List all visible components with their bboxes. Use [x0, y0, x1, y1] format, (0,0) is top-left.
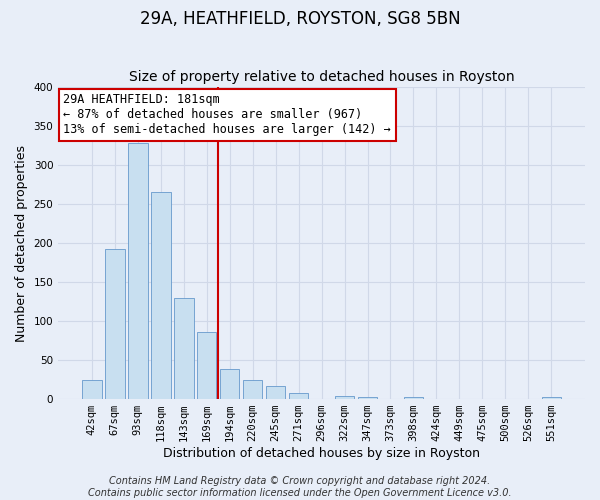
Bar: [243, 380, 262, 399]
X-axis label: Distribution of detached houses by size in Royston: Distribution of detached houses by size …: [163, 447, 480, 460]
Bar: [404, 396, 423, 399]
Bar: [358, 396, 377, 399]
Title: Size of property relative to detached houses in Royston: Size of property relative to detached ho…: [129, 70, 514, 85]
Text: Contains HM Land Registry data © Crown copyright and database right 2024.
Contai: Contains HM Land Registry data © Crown c…: [88, 476, 512, 498]
Bar: [220, 370, 239, 399]
Bar: [335, 396, 355, 399]
Bar: [128, 143, 148, 399]
Bar: [151, 192, 170, 399]
Text: 29A HEATHFIELD: 181sqm
← 87% of detached houses are smaller (967)
13% of semi-de: 29A HEATHFIELD: 181sqm ← 87% of detached…: [64, 94, 391, 136]
Bar: [174, 298, 194, 399]
Bar: [542, 396, 561, 399]
Text: 29A, HEATHFIELD, ROYSTON, SG8 5BN: 29A, HEATHFIELD, ROYSTON, SG8 5BN: [140, 10, 460, 28]
Bar: [197, 332, 217, 399]
Bar: [289, 393, 308, 399]
Y-axis label: Number of detached properties: Number of detached properties: [15, 144, 28, 342]
Bar: [82, 380, 101, 399]
Bar: [266, 386, 286, 399]
Bar: [105, 248, 125, 399]
